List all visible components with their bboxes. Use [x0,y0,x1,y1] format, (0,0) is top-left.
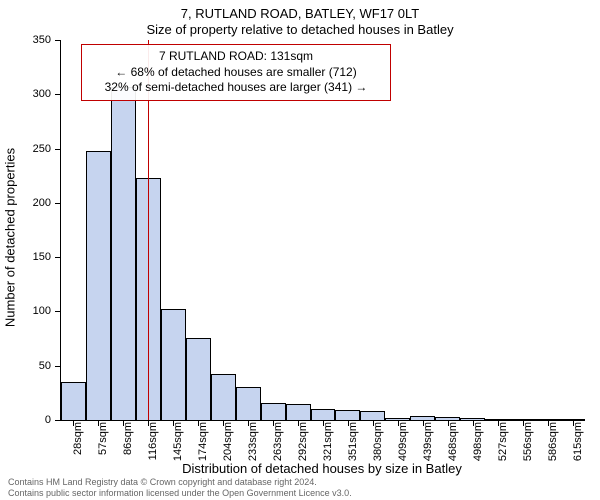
y-tick [55,203,61,204]
x-tick-label: 28sqm [72,422,84,455]
histogram-bar [61,382,86,420]
x-tick-label: 586sqm [547,422,559,461]
x-tick-label: 116sqm [147,422,159,460]
x-tick-label: 233sqm [247,422,259,461]
histogram-bar [311,409,336,420]
chart-subtitle: Size of property relative to detached ho… [0,22,600,37]
callout-line-3: 32% of semi-detached houses are larger (… [88,80,384,96]
x-tick-label: 409sqm [397,422,409,461]
y-tick-label: 200 [21,197,51,209]
x-tick-label: 145sqm [172,422,184,461]
x-tick-label: 321sqm [322,422,334,461]
y-tick [55,366,61,367]
histogram-bar [261,403,286,420]
y-tick-label: 50 [21,360,51,372]
callout-line-1: 7 RUTLAND ROAD: 131sqm [88,49,384,65]
y-tick-label: 150 [21,251,51,263]
histogram-bar [236,387,261,420]
histogram-bar [211,374,236,420]
x-tick-label: 439sqm [422,422,434,461]
y-tick-label: 0 [21,414,51,426]
x-tick-label: 380sqm [372,422,384,461]
y-tick [55,40,61,41]
x-tick-label: 86sqm [122,422,134,455]
y-tick [55,149,61,150]
x-tick-label: 204sqm [222,422,234,461]
histogram-bar [86,151,111,420]
x-tick-label: 292sqm [297,422,309,461]
histogram-bar [161,309,186,420]
callout-line-2: ← 68% of detached houses are smaller (71… [88,65,384,81]
x-tick-label: 556sqm [522,422,534,461]
x-axis-label: Distribution of detached houses by size … [60,461,584,476]
histogram-bar [360,411,385,420]
chart-title: 7, RUTLAND ROAD, BATLEY, WF17 0LT [0,6,600,21]
histogram-bar [111,87,136,420]
x-tick-label: 174sqm [197,422,209,461]
histogram-bar [286,404,311,420]
footer-attribution: Contains HM Land Registry data © Crown c… [8,477,352,498]
y-tick-label: 250 [21,143,51,155]
y-tick [55,257,61,258]
y-tick [55,420,61,421]
callout-box: 7 RUTLAND ROAD: 131sqm← 68% of detached … [81,44,391,101]
y-tick-label: 300 [21,88,51,100]
x-tick-label: 468sqm [447,422,459,461]
y-tick-label: 350 [21,34,51,46]
y-axis-label: Number of detached properties [3,148,18,327]
x-tick-label: 498sqm [472,422,484,461]
x-tick-label: 527sqm [497,422,509,461]
x-tick-label: 263sqm [272,422,284,461]
x-tick-label: 57sqm [97,422,109,455]
footer-line-1: Contains HM Land Registry data © Crown c… [8,477,352,487]
x-tick-label: 615sqm [572,422,584,461]
histogram-bar [335,410,360,420]
y-tick [55,94,61,95]
histogram-bar [186,338,211,421]
plot-area: 05010015020025030035028sqm57sqm86sqm116s… [60,40,585,421]
y-tick [55,311,61,312]
x-tick-label: 351sqm [347,422,359,461]
footer-line-2: Contains public sector information licen… [8,488,352,498]
y-tick-label: 100 [21,305,51,317]
